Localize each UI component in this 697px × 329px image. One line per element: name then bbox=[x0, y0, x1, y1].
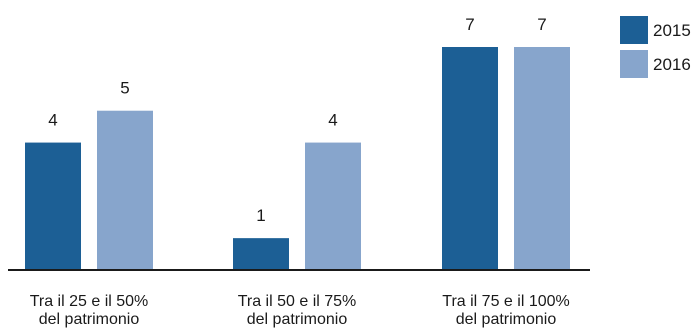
category-label-1-line-1: Tra il 25 e il 50% bbox=[30, 293, 149, 310]
bar-2015-cat-1 bbox=[25, 142, 81, 270]
bar-2016-cat-1 bbox=[97, 110, 153, 270]
legend-swatch-2015 bbox=[620, 16, 648, 44]
category-label-1-line-2: del patrimonio bbox=[39, 311, 140, 328]
value-label-2015-cat-2: 1 bbox=[256, 206, 265, 225]
value-label-2016-cat-3: 7 bbox=[537, 15, 546, 34]
bar-2015-cat-2 bbox=[233, 238, 289, 270]
value-label-2016-cat-1: 5 bbox=[120, 79, 129, 98]
bar-2015-cat-3 bbox=[442, 47, 498, 270]
category-label-3-line-1: Tra il 75 e il 100% bbox=[442, 293, 569, 310]
value-label-2016-cat-2: 4 bbox=[328, 111, 337, 130]
bar-2016-cat-2 bbox=[305, 142, 361, 270]
category-label-2-line-2: del patrimonio bbox=[247, 311, 348, 328]
bars-group bbox=[25, 47, 570, 270]
value-label-2015-cat-3: 7 bbox=[465, 15, 474, 34]
value-label-2015-cat-1: 4 bbox=[48, 111, 57, 130]
category-label-3-line-2: del patrimonio bbox=[456, 311, 557, 328]
legend: 2015 2016 bbox=[620, 16, 691, 78]
legend-label-2016: 2016 bbox=[653, 55, 691, 74]
bar-2016-cat-3 bbox=[514, 47, 570, 270]
value-labels-group: 4 5 1 4 7 7 bbox=[48, 15, 546, 225]
category-label-2-line-1: Tra il 50 e il 75% bbox=[238, 293, 357, 310]
legend-swatch-2016 bbox=[620, 50, 648, 78]
legend-label-2015: 2015 bbox=[653, 21, 691, 40]
